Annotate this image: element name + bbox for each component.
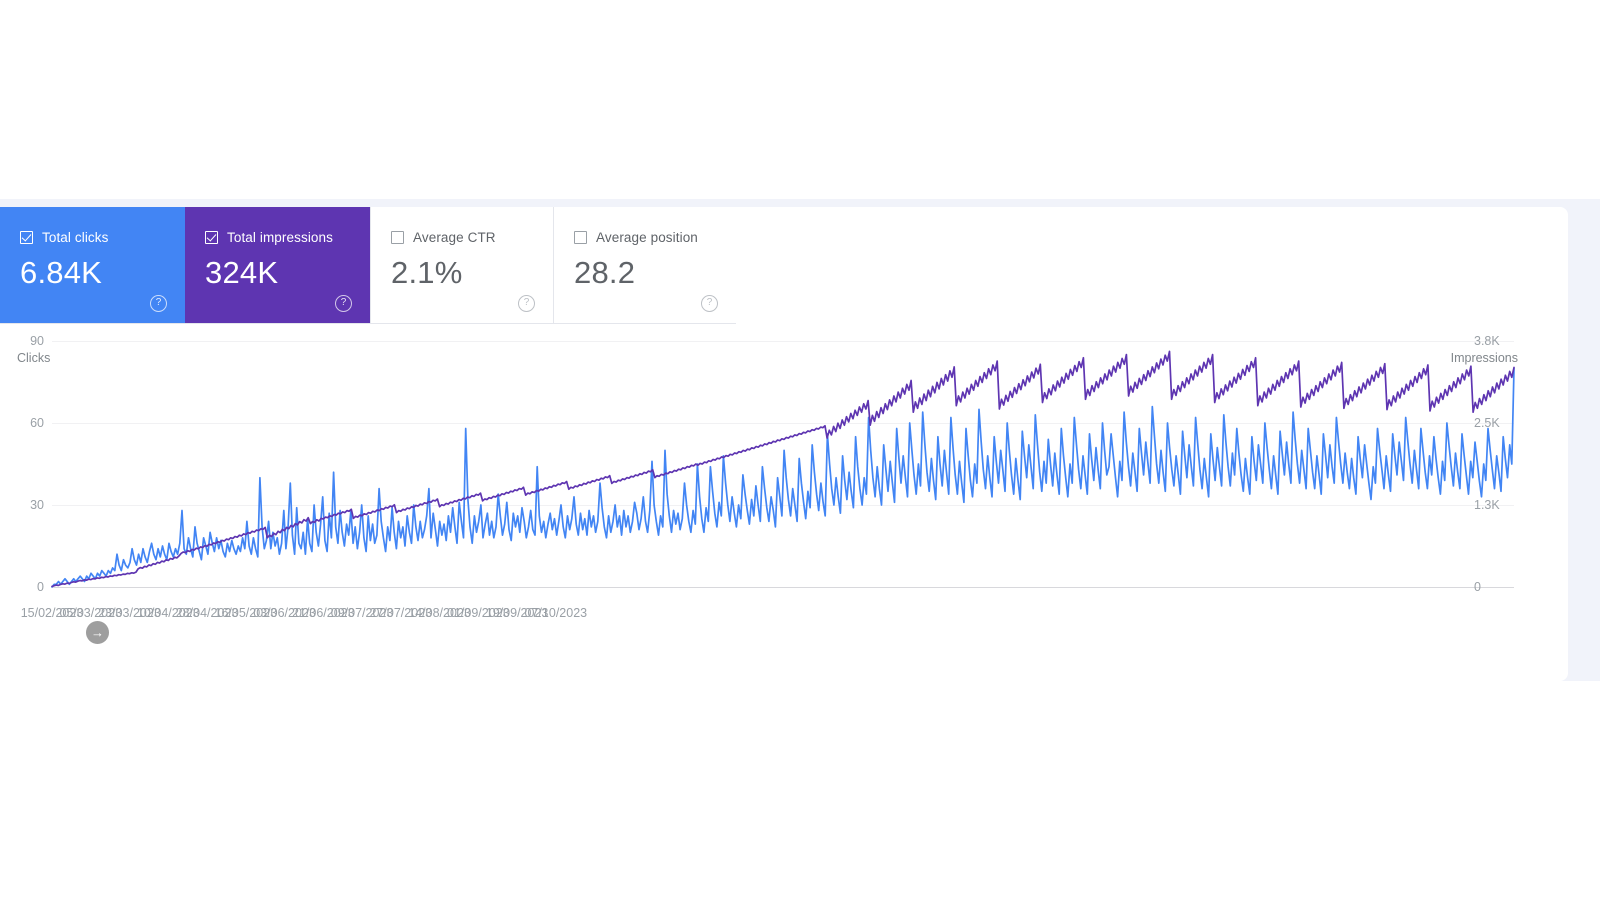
metric-header: Average position <box>574 229 736 245</box>
x-axis-tick-label: 10/04/2023 <box>136 606 200 620</box>
left-axis-tick-label: 30 <box>30 498 44 512</box>
left-axis-tick-label: 90 <box>30 334 44 348</box>
metric-label: Average position <box>596 229 698 245</box>
gridline <box>52 587 1514 588</box>
checkbox-checked-icon[interactable] <box>205 230 218 244</box>
metric-card-row: Total clicks 6.84K? Total impressions 324K?… <box>0 207 736 324</box>
checkbox-unchecked-icon[interactable] <box>574 230 587 244</box>
arrow-right-icon[interactable]: → <box>86 621 109 644</box>
x-axis-tick-label: 19/09/2023 <box>485 606 549 620</box>
series-line-impressions <box>52 351 1514 586</box>
chart-series-svg <box>52 323 1514 623</box>
metric-card-total-clicks[interactable]: Total clicks 6.84K? <box>0 207 185 323</box>
x-axis-tick-label: 16/05/2023 <box>214 606 278 620</box>
performance-panel: Total clicks 6.84K? Total impressions 324K?… <box>0 207 1568 681</box>
series-line-clicks <box>52 368 1514 587</box>
metric-value: 324K <box>205 255 279 290</box>
x-axis-tick-label: 14/08/2023 <box>408 606 471 620</box>
metric-header: Average CTR <box>391 229 553 245</box>
metric-value: 2.1% <box>391 255 463 290</box>
metric-card-average-ctr[interactable]: Average CTR 2.1%? <box>370 207 553 323</box>
right-axis-tick-label: 0 <box>1474 580 1481 594</box>
help-circle-icon[interactable]: ? <box>701 295 718 312</box>
metric-label: Average CTR <box>413 229 496 245</box>
metric-header: Total clicks <box>20 229 185 245</box>
x-axis-tick-label: 27/07/2023 <box>369 606 433 620</box>
help-circle-icon[interactable]: ? <box>518 295 535 312</box>
performance-chart: Clicks Impressions 90 60 30 0 3.8K 2.5K 1.3K 0… <box>0 323 1568 681</box>
gridline <box>52 341 1514 342</box>
x-axis-tick-label: 15/02/2023 <box>20 606 84 620</box>
x-axis-tick-label: 23/03/2023 <box>98 606 161 620</box>
metric-label: Total clicks <box>42 229 109 245</box>
right-axis-tick-label: 1.3K <box>1474 498 1500 512</box>
left-axis-tick-label: 60 <box>30 416 44 430</box>
x-axis-tick-label: 07/10/2023 <box>524 606 588 620</box>
right-axis-tick-label: 2.5K <box>1474 416 1500 430</box>
metric-card-total-impressions[interactable]: Total impressions 324K? <box>185 207 370 323</box>
metric-card-average-position[interactable]: Average position 28.2? <box>553 207 736 323</box>
x-axis-tick-label: 28/04/2023 <box>175 606 239 620</box>
x-axis-tick-label: 05/03/2023 <box>59 606 123 620</box>
x-axis-tick-label: 21/06/2023 <box>292 606 355 620</box>
right-axis-title: Impressions <box>1450 351 1518 365</box>
help-circle-icon[interactable]: ? <box>335 295 352 312</box>
right-axis-tick-label: 3.8K <box>1474 334 1500 348</box>
metric-header: Total impressions <box>205 229 370 245</box>
x-axis-tick-label: 09/07/2023 <box>330 606 394 620</box>
left-axis-tick-label: 0 <box>37 580 44 594</box>
left-axis-title: Clicks <box>17 351 51 365</box>
help-circle-icon[interactable]: ? <box>150 295 167 312</box>
x-axis-tick-label: 01/09/2023 <box>447 606 510 620</box>
checkbox-unchecked-icon[interactable] <box>391 230 404 244</box>
checkbox-checked-icon[interactable] <box>20 230 33 244</box>
metric-value: 28.2 <box>574 255 636 290</box>
gridline <box>52 423 1514 424</box>
metric-label: Total impressions <box>227 229 333 245</box>
x-axis-tick-label: 03/06/2023 <box>253 606 316 620</box>
metric-value: 6.84K <box>20 255 103 290</box>
chart-plot-area <box>52 323 1514 623</box>
